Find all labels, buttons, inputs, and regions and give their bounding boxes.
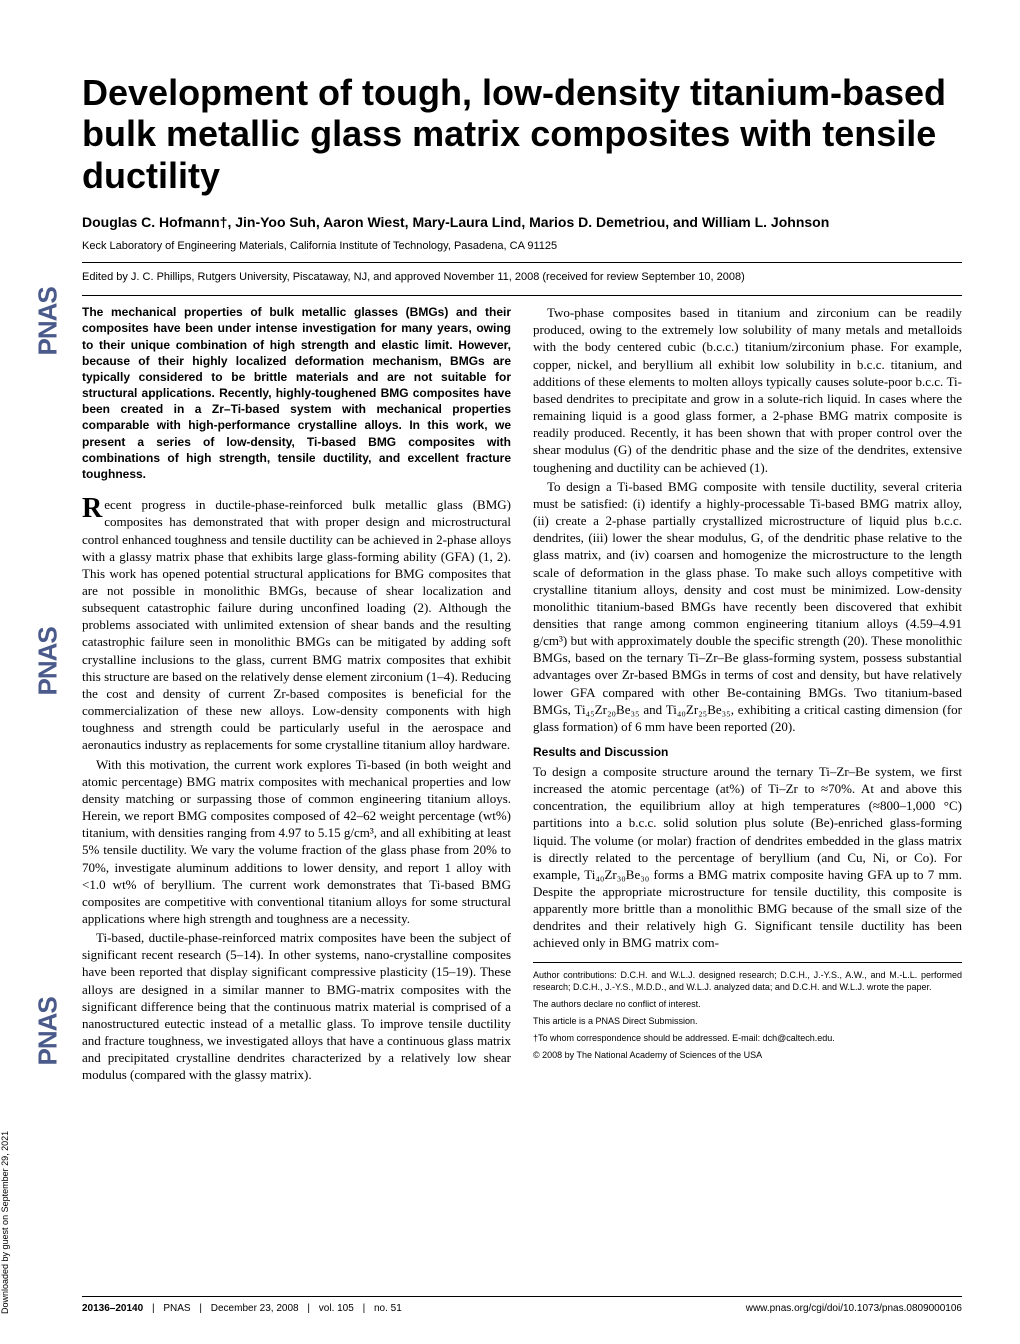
body-para: With this motivation, the current work e… [82,756,511,928]
pnas-logo: PNAS [33,287,64,355]
footer-date: December 23, 2008 [211,1303,299,1314]
body-columns: The mechanical properties of bulk metall… [82,304,962,1083]
body-para: To design a Ti-based BMG composite with … [533,478,962,735]
body-para: Ti-based, ductile-phase-reinforced matri… [82,929,511,1083]
footnote-direct: This article is a PNAS Direct Submission… [533,1015,962,1027]
body-para: Two-phase composites based in titanium a… [533,304,962,476]
footnote-correspondence: †To whom correspondence should be addres… [533,1032,962,1044]
edited-by: Edited by J. C. Phillips, Rutgers Univer… [82,271,962,283]
footnote-contributions: Author contributions: D.C.H. and W.L.J. … [533,969,962,993]
abstract: The mechanical properties of bulk metall… [82,304,511,482]
footer-left: 20136–20140 | PNAS | December 23, 2008 |… [82,1303,402,1314]
pnas-logo: PNAS [33,627,64,695]
article-title: Development of tough, low-density titani… [82,72,962,196]
affiliation: Keck Laboratory of Engineering Materials… [82,240,962,252]
divider [82,262,962,263]
footnote-conflict: The authors declare no conflict of inter… [533,998,962,1010]
footer-right: www.pnas.org/cgi/doi/10.1073/pnas.080900… [746,1303,962,1314]
footnote-copyright: © 2008 by The National Academy of Scienc… [533,1049,962,1061]
sidebar: Downloaded by guest on September 29, 202… [0,0,50,1344]
page-footer: 20136–20140 | PNAS | December 23, 2008 |… [82,1296,962,1314]
section-heading: Results and Discussion [533,745,962,761]
pnas-logo: PNAS [33,997,64,1065]
body-para: Recent progress in ductile-phase-reinfor… [82,496,511,753]
body-para: To design a composite structure around t… [533,763,962,952]
footer-vol: vol. 105 [319,1303,354,1314]
divider [82,295,962,296]
page-content: Development of tough, low-density titani… [82,72,962,1084]
author-list: Douglas C. Hofmann†, Jin-Yoo Suh, Aaron … [82,214,962,230]
footer-pages: 20136–20140 [82,1303,143,1314]
footnotes: Author contributions: D.C.H. and W.L.J. … [533,962,962,1062]
download-note: Downloaded by guest on September 29, 202… [0,1131,10,1314]
footer-no: no. 51 [374,1303,402,1314]
footer-journal: PNAS [163,1303,190,1314]
